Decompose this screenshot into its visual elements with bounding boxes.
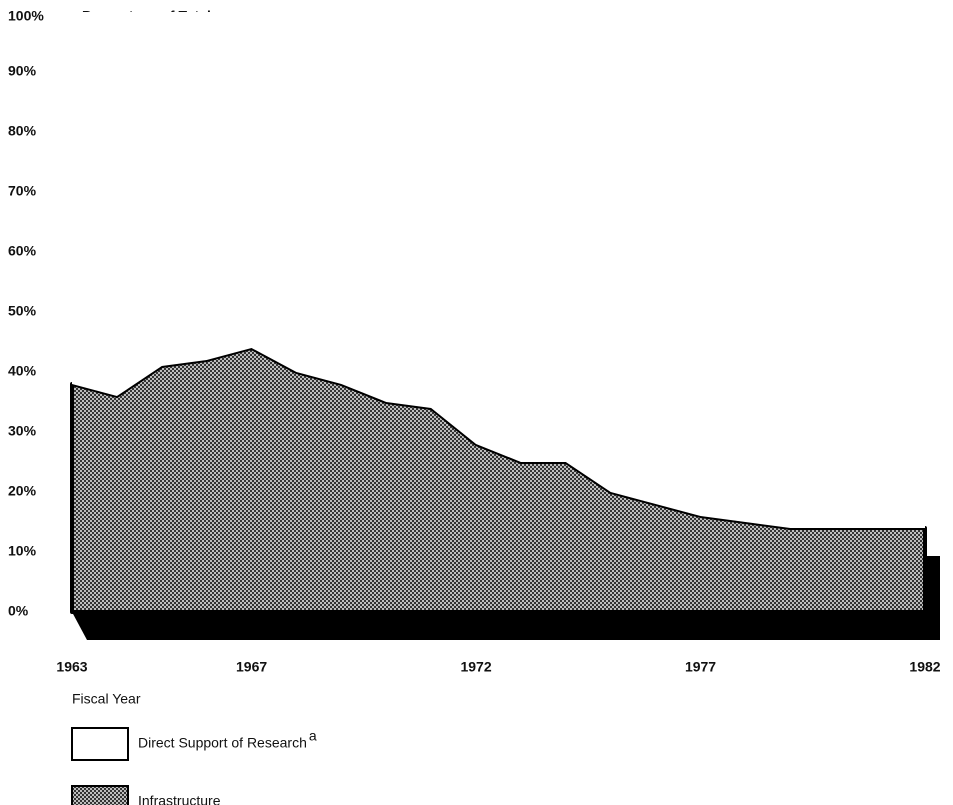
x-tick-label: 1972 <box>460 659 491 675</box>
y-tick-label: 50% <box>8 303 37 319</box>
x-axis-label: Fiscal Year <box>72 691 141 707</box>
legend-label: Infrastructure <box>138 793 221 805</box>
x-tick-label: 1967 <box>236 659 267 675</box>
legend-swatch <box>71 785 129 805</box>
y-tick-label: 30% <box>8 423 37 439</box>
y-tick-label: 0% <box>8 603 29 619</box>
legend-swatch <box>71 727 129 761</box>
y-tick-label: 20% <box>8 483 37 499</box>
y-tick-label: 60% <box>8 243 37 259</box>
x-tick-label: 1963 <box>56 659 87 675</box>
legend-footnote: a <box>309 728 317 744</box>
y-tick-label: 100% <box>8 8 44 24</box>
area <box>72 12 925 528</box>
y-tick-label: 80% <box>8 123 37 139</box>
y-tick-label: 90% <box>8 63 37 79</box>
legend-label: Direct Support of Research <box>138 735 307 751</box>
x-tick-label: 1982 <box>909 659 940 675</box>
y-tick-label: 40% <box>8 363 37 379</box>
base-band <box>72 612 940 640</box>
x-tick-label: 1977 <box>685 659 716 675</box>
y-tick-label: 70% <box>8 183 37 199</box>
y-tick-label: 10% <box>8 543 37 559</box>
